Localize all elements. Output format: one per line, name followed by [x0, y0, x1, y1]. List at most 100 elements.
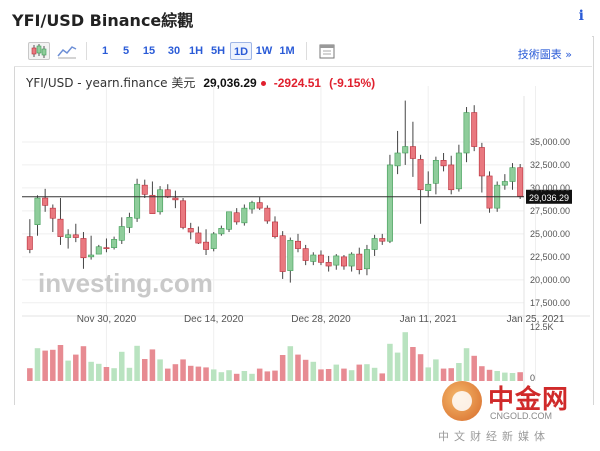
volume-bar: [356, 364, 363, 381]
candle-body: [164, 189, 171, 198]
volume-bar: [417, 354, 424, 381]
volume-bar: [42, 350, 48, 381]
y-tick-label: 32,500.00: [530, 160, 570, 170]
volume-bar: [50, 349, 56, 381]
candle-body: [134, 183, 141, 219]
candle-body: [356, 253, 363, 271]
volume-bar: [272, 370, 278, 381]
candle-body: [149, 194, 156, 214]
y-tick-label: 25,000.00: [530, 229, 570, 239]
volume-bar: [494, 371, 500, 381]
volume-bar: [119, 351, 125, 381]
technical-chart-link[interactable]: 技術圖表 »: [517, 48, 572, 61]
candle-body: [455, 152, 462, 190]
volume-bar: [287, 346, 294, 381]
candle-body: [509, 167, 516, 182]
interval-1min-button[interactable]: 1: [101, 45, 109, 57]
y-tick-label: 35,000.00: [530, 137, 570, 147]
line-chart-type-icon[interactable]: [56, 42, 78, 60]
interval-1m-button[interactable]: 1M: [279, 45, 295, 57]
candle-body: [218, 228, 225, 235]
candle-body: [157, 189, 164, 213]
volume-bar: [57, 345, 64, 381]
candle-body: [111, 239, 118, 248]
volume-bar: [371, 367, 378, 381]
candle-body: [448, 164, 455, 191]
x-tick-label: Dec 28, 2020: [291, 314, 351, 325]
candle-body: [80, 238, 87, 259]
volume-bar: [233, 373, 240, 381]
watermark-tagline: 中文财经新媒体: [438, 430, 550, 443]
interval-30min-button[interactable]: 30: [167, 45, 181, 57]
volume-bar: [203, 367, 209, 381]
volume-bar: [126, 367, 133, 381]
candle-body: [440, 160, 447, 167]
info-icon[interactable]: i: [578, 8, 584, 24]
interval-1d-button[interactable]: 1D: [230, 42, 252, 60]
volume-bar: [256, 368, 263, 381]
volume-bar: [509, 373, 516, 381]
x-tick-label: Jan 25, 2021: [507, 314, 565, 325]
volume-bar: [218, 372, 225, 381]
watermark-site: CNGOLD.COM: [490, 411, 553, 421]
candle-body: [95, 246, 102, 255]
interval-1h-button[interactable]: 1H: [188, 45, 204, 57]
candle-body: [210, 233, 217, 249]
volume-bar: [364, 364, 370, 381]
interval-5min-button[interactable]: 5: [122, 45, 130, 57]
volume-bar: [210, 369, 217, 381]
candle-body: [394, 152, 401, 167]
volume-bar: [149, 349, 156, 381]
volume-bar: [325, 369, 332, 381]
candle-body: [180, 200, 187, 228]
volume-bar: [180, 359, 186, 381]
candle-body: [118, 226, 125, 241]
volume-bar: [226, 370, 232, 381]
candle-body: [72, 234, 79, 238]
candle-body: [486, 175, 493, 209]
candle-body: [425, 183, 432, 191]
candle-body: [141, 184, 148, 195]
candle-body: [264, 207, 271, 222]
volume-bar: [295, 354, 301, 381]
volume-bar: [96, 363, 102, 381]
volume-max-label: 12.5K: [530, 322, 554, 332]
calendar-icon[interactable]: [318, 42, 336, 60]
candle-body: [386, 164, 393, 242]
volume-bar: [433, 359, 439, 381]
candle-body: [226, 211, 233, 230]
candle-body: [432, 160, 439, 184]
candle-body: [409, 146, 416, 159]
candle-body: [463, 112, 470, 154]
candle-body: [402, 146, 409, 154]
last-price: 29,036.29: [203, 76, 257, 90]
volume-bar: [103, 367, 110, 381]
candle-body: [317, 254, 324, 263]
volume-bar: [310, 361, 317, 381]
volume-bar: [448, 368, 454, 381]
candlestick-type-icon[interactable]: [28, 42, 50, 60]
volume-bar: [479, 366, 485, 381]
volume-bar: [195, 366, 202, 381]
candle-body: [501, 181, 508, 186]
interval-1w-button[interactable]: 1W: [255, 45, 273, 57]
volume-bar: [318, 369, 324, 381]
candle-body: [203, 241, 210, 250]
volume-bar: [517, 372, 523, 381]
interval-5h-button[interactable]: 5H: [210, 45, 226, 57]
candle-body: [379, 238, 386, 242]
volume-bar: [486, 369, 493, 381]
y-tick-label: 27,500.00: [530, 206, 570, 216]
candle-body: [333, 255, 340, 266]
y-tick-label: 22,500.00: [530, 252, 570, 262]
volume-bar: [34, 348, 41, 381]
volume-bar: [134, 345, 140, 381]
price-change-percent: (-9.15%): [329, 76, 376, 90]
investing-watermark: investing.com: [38, 268, 213, 298]
candle-body: [88, 254, 95, 258]
interval-15min-button[interactable]: 15: [142, 45, 156, 57]
candle-body: [195, 232, 202, 244]
volume-bar: [157, 359, 163, 381]
volume-bar: [264, 371, 271, 381]
